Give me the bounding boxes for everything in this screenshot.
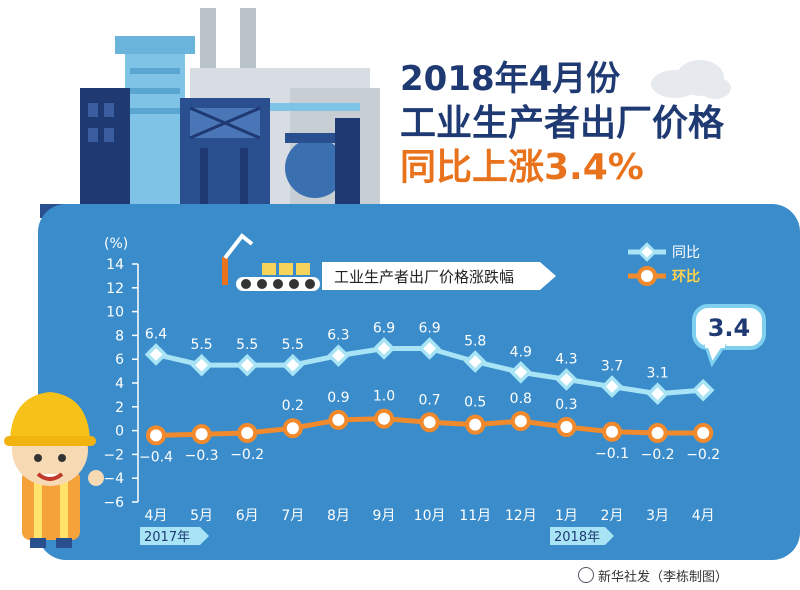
year-tag-2017 bbox=[140, 527, 209, 545]
xinhua-logo-icon bbox=[578, 567, 594, 583]
yoy-value-label: 6.9 bbox=[418, 320, 440, 336]
y-tick-label: 8 bbox=[115, 328, 124, 344]
yoy-point-inner bbox=[149, 348, 163, 361]
y-tick-label: 6 bbox=[115, 352, 124, 368]
x-tick-label: 3月 bbox=[646, 508, 669, 524]
yoy-value-label: 4.3 bbox=[555, 351, 577, 367]
mom-value-label: 0.2 bbox=[282, 398, 304, 414]
worker-mascot bbox=[4, 392, 104, 548]
yoy-value-label: 5.5 bbox=[282, 337, 304, 353]
x-tick-label: 4月 bbox=[692, 508, 715, 524]
x-tick-label: 12月 bbox=[505, 508, 537, 524]
x-tick-label: 7月 bbox=[281, 508, 304, 524]
yoy-value-label: 6.4 bbox=[145, 326, 167, 342]
mom-point bbox=[465, 414, 486, 435]
year-tag-2018 bbox=[550, 527, 614, 545]
yoy-point-inner bbox=[423, 342, 436, 355]
mom-value-label: 0.7 bbox=[418, 392, 440, 408]
yoy-point-inner bbox=[332, 349, 345, 362]
mom-point bbox=[647, 422, 668, 443]
y-tick-label: −4 bbox=[103, 471, 124, 487]
callout-bubble: 3.4 bbox=[692, 304, 766, 368]
yoy-value-label: 6.9 bbox=[373, 320, 395, 336]
value-labels: 6.4 5.5 5.5 5.5 6.3 6.9 6.9 5.8 4.9 4.3 3.7 3.1 −0.4… bbox=[139, 320, 720, 465]
legend-label-mom: 环比 bbox=[672, 268, 700, 285]
mom-point bbox=[602, 421, 622, 442]
x-labels: 4月 5月 6月 7月 8月 9月 10月 11月 12月 1月 2月 3月 4月 bbox=[145, 508, 715, 524]
x-tick-label: 11月 bbox=[459, 508, 491, 524]
x-tick-label: 6月 bbox=[236, 508, 259, 524]
yoy-value-label: 5.5 bbox=[190, 337, 212, 353]
mom-point bbox=[419, 412, 440, 433]
y-tick-label: −6 bbox=[103, 495, 124, 511]
y-tick-label: 4 bbox=[115, 376, 124, 392]
chart-subtitle: 工业生产者出厂价格涨跌幅 bbox=[334, 268, 514, 286]
yoy-point-inner bbox=[240, 358, 254, 372]
y-ticks: 14 12 10 8 6 4 2 0 −2 −4 −6 bbox=[103, 257, 138, 511]
mom-value-label: −0.3 bbox=[185, 448, 219, 464]
factory-illustration bbox=[40, 8, 460, 218]
yoy-value-label: 6.3 bbox=[327, 328, 349, 344]
legend-label-yoy: 同比 bbox=[672, 245, 700, 261]
mom-value-label: 0.5 bbox=[464, 395, 486, 411]
y-tick-label: 12 bbox=[106, 281, 124, 297]
y-tick-label: −2 bbox=[103, 447, 124, 463]
headline-value: 同比上涨3.4% bbox=[400, 147, 644, 188]
x-tick-label: 2月 bbox=[601, 508, 624, 524]
x-tick-label: 8月 bbox=[327, 508, 350, 524]
mom-value-label: −0.2 bbox=[230, 447, 264, 463]
subtitle-banner bbox=[322, 262, 556, 290]
x-tick-label: 10月 bbox=[414, 508, 446, 524]
yoy-value-label: 5.5 bbox=[236, 337, 258, 353]
legend-marker-mom bbox=[637, 266, 657, 286]
mom-point bbox=[282, 418, 303, 439]
year-tag-2017-label: 2017年 bbox=[144, 530, 190, 545]
mom-value-label: 0.8 bbox=[510, 391, 532, 407]
mom-value-label: 0.9 bbox=[327, 390, 349, 406]
y-tick-label: 14 bbox=[106, 257, 124, 273]
mom-point bbox=[191, 424, 212, 445]
mom-point bbox=[146, 425, 166, 446]
mom-value-label: 0.3 bbox=[555, 397, 577, 413]
mom-value-label: −0.1 bbox=[595, 446, 629, 462]
headline-date: 2018年4月份 bbox=[400, 59, 621, 99]
mom-point bbox=[556, 417, 577, 438]
mom-point bbox=[328, 409, 349, 430]
mom-point bbox=[510, 411, 531, 432]
mom-value-label: 1.0 bbox=[373, 389, 395, 405]
source-credit: 新华社发（李栋制图） bbox=[578, 566, 728, 585]
yoy-value-label: 4.9 bbox=[510, 344, 532, 360]
yoy-value-label: 3.1 bbox=[646, 366, 668, 382]
headline-subject: 工业生产者出厂价格 bbox=[400, 103, 725, 144]
yoy-value-label: 3.7 bbox=[601, 359, 623, 375]
mom-point bbox=[237, 422, 258, 443]
mom-point bbox=[693, 422, 714, 443]
yoy-value-label: 5.8 bbox=[464, 334, 486, 350]
callout-value: 3.4 bbox=[708, 314, 751, 342]
x-tick-label: 4月 bbox=[145, 508, 168, 524]
chart-panel bbox=[38, 204, 800, 560]
cloud-decoration bbox=[651, 60, 731, 99]
mom-value-label: −0.4 bbox=[139, 449, 173, 465]
y-tick-label: 0 bbox=[115, 424, 124, 440]
yoy-point-inner bbox=[377, 342, 391, 355]
mom-value-label: −0.2 bbox=[641, 447, 675, 463]
x-tick-label: 1月 bbox=[555, 508, 578, 524]
mom-value-label: −0.2 bbox=[686, 447, 720, 463]
mom-point bbox=[374, 408, 394, 429]
x-tick-label: 5月 bbox=[190, 508, 213, 524]
credit-text: 新华社发（李栋制图） bbox=[598, 570, 729, 585]
y-axis-label: (%) bbox=[104, 236, 128, 252]
headline: 2018年4月份 工业生产者出厂价格 同比上涨3.4% bbox=[400, 62, 724, 186]
yoy-point-inner bbox=[468, 355, 482, 368]
year-tag-2018-label: 2018年 bbox=[554, 530, 600, 545]
y-tick-label: 2 bbox=[115, 400, 124, 416]
yoy-point-inner bbox=[286, 358, 300, 372]
yoy-point-inner bbox=[195, 358, 208, 372]
y-tick-label: 10 bbox=[106, 305, 124, 321]
conveyor-illustration bbox=[222, 233, 320, 291]
x-tick-label: 9月 bbox=[373, 508, 396, 524]
